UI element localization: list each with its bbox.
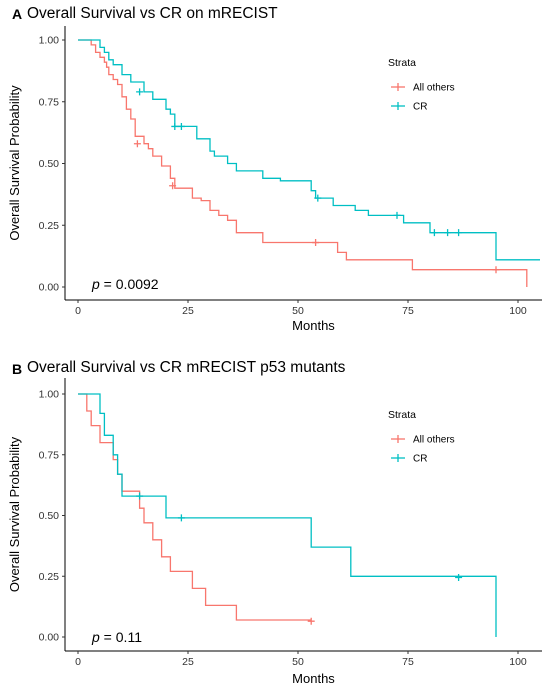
series-line-cr [78,39,540,261]
censor-mark [307,617,315,625]
y-tick-label: 0.50 [39,510,60,522]
censor-mark [136,88,144,96]
legend-label: CR [413,102,427,113]
x-tick-label: 25 [182,305,194,317]
x-tick-label: 25 [182,656,194,668]
p-value-annotation: p = 0.0092 [91,276,159,292]
p-value: 0.11 [116,629,142,645]
chart-title: Overall Survival vs CR mRECIST p53 mutan… [27,359,346,376]
x-axis-label: Months [292,318,335,333]
censor-mark [177,122,185,130]
censor-mark [314,194,322,202]
p-symbol: p [91,276,100,292]
p-value-annotation: p = 0.11 [91,629,142,645]
series-line-cr [78,393,497,637]
p-symbol: p [91,629,100,645]
panel-letter: A [12,6,22,22]
x-tick-label: 0 [75,656,81,668]
series-line-all-others [78,393,312,621]
censor-mark [393,211,401,219]
x-tick-label: 50 [292,305,304,317]
censor-mark [430,229,438,237]
y-axis-label: Overall Survival Probability [7,85,22,241]
censor-mark [455,573,463,581]
x-tick-label: 75 [402,305,414,317]
x-tick-label: 100 [509,656,527,668]
chart-panel-b: B Overall Survival vs CR mRECIST p53 muta… [7,359,542,686]
x-tick-label: 75 [402,656,414,668]
x-tick-label: 0 [75,305,81,317]
chart-panel-a: A Overall Survival vs CR on mRECIST 0.00 0.… [7,5,542,333]
y-tick-label: 0.25 [39,571,60,583]
p-value: 0.0092 [116,276,159,292]
p-equals: = [100,629,116,645]
y-tick-label: 0.25 [39,220,60,232]
censor-mark [492,266,500,274]
y-tick-label: 0.75 [39,449,60,461]
series-line-all-others [78,39,528,287]
y-tick-label: 0.00 [39,282,60,294]
panel-letter: B [12,361,22,377]
censor-mark [171,122,179,130]
y-tick-label: 0.50 [39,158,60,170]
censor-mark [312,239,320,247]
p-equals: = [100,276,116,292]
censor-mark [177,514,185,522]
legend-label: All others [413,435,455,446]
y-tick-label: 0.75 [39,96,60,108]
y-tick-label: 1.00 [39,389,60,401]
censor-mark [455,229,463,237]
y-tick-label: 1.00 [39,35,60,47]
x-axis-label: Months [292,671,335,686]
x-tick-label: 100 [509,305,527,317]
y-tick-label: 0.00 [39,632,60,644]
y-axis-label: Overall Survival Probability [7,436,22,592]
chart-title: Overall Survival vs CR on mRECIST [27,5,278,22]
censor-mark [136,492,144,500]
x-tick-label: 50 [292,656,304,668]
censor-mark [444,229,452,237]
legend-label: CR [413,454,427,465]
legend-label: All others [413,83,455,94]
censor-mark [133,140,141,148]
censor-mark [169,182,177,190]
legend-title: Strata [388,409,416,421]
legend-title: Strata [388,57,416,69]
